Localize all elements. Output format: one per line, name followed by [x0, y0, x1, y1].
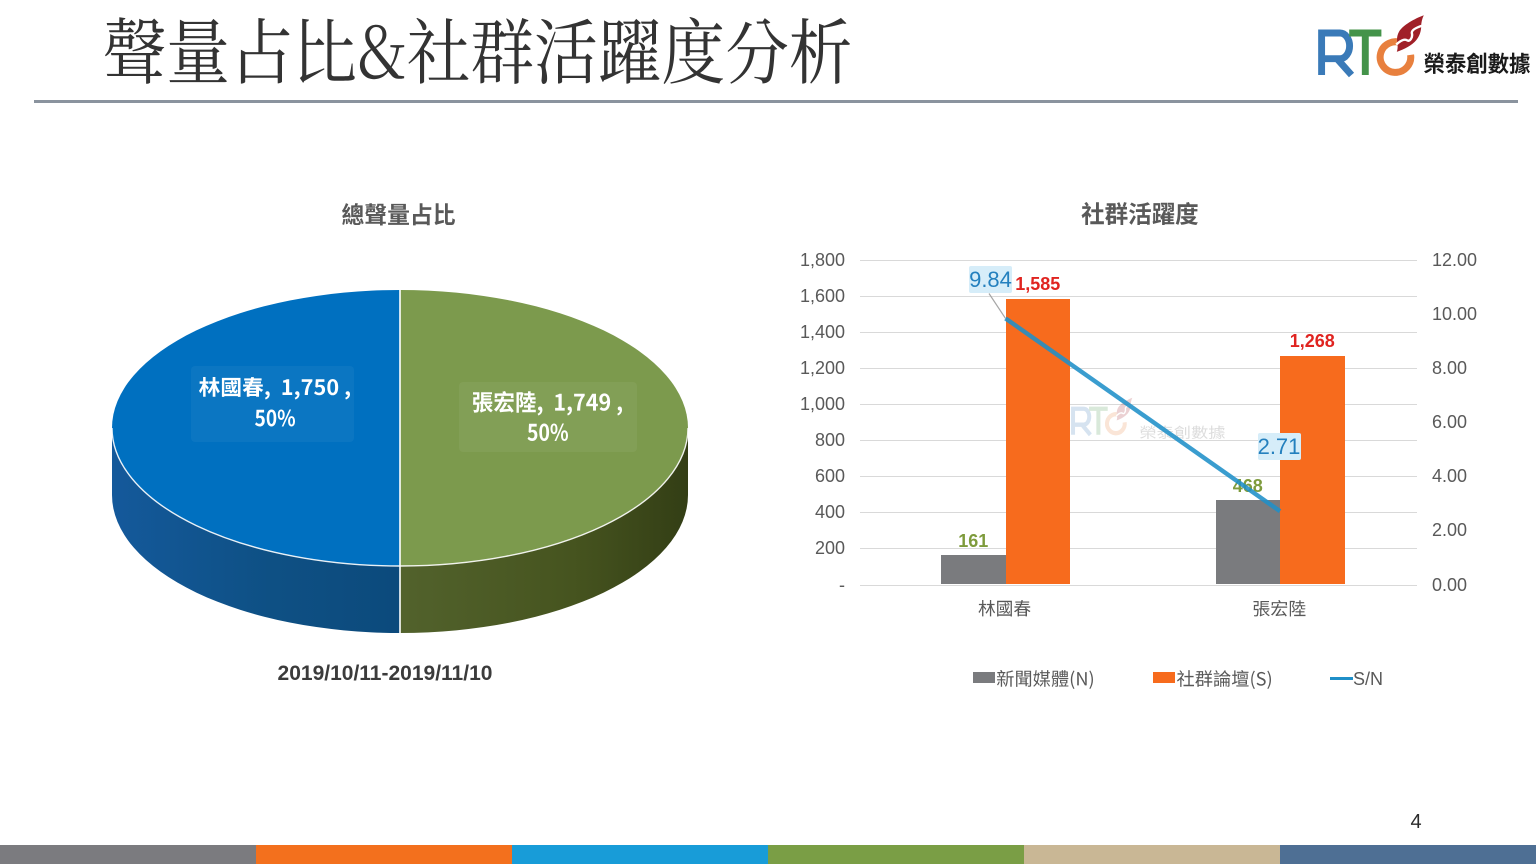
pie-slice-label-2-glyphs: [473, 391, 622, 441]
legend-swatch-news: [973, 672, 995, 683]
bar-news-1: [941, 555, 1006, 585]
pie-label-2-line-1: [473, 391, 622, 416]
watermark-letter-r: [1071, 406, 1092, 437]
right-tick: 4.00: [1432, 466, 1468, 487]
watermark-flame-slit: [1115, 403, 1132, 417]
logo-letter-t: [1349, 29, 1382, 75]
pie-label-1-backing: [191, 366, 354, 442]
right-tick: 6.00: [1432, 412, 1468, 433]
plot-area: [860, 260, 1417, 586]
slide-title-path: [105, 17, 850, 84]
gridline: [860, 548, 1417, 550]
left-tick: 200: [814, 538, 845, 559]
pie-period: 2019/10/11-2019/11/10: [277, 662, 493, 685]
left-tick: -: [839, 574, 845, 595]
right-tick: 10.00: [1432, 304, 1478, 325]
stripe-segment: [1280, 845, 1536, 864]
category-label-2-path: [1253, 600, 1306, 617]
left-tick: 1,400: [799, 322, 845, 343]
bar-value-label: 1,585: [1015, 274, 1061, 295]
legend-line-sn: [1330, 676, 1353, 680]
pie-3d: [111, 290, 689, 633]
stripe-segment: [512, 845, 768, 864]
slide-title-glyphs: [105, 17, 850, 84]
gridline: [860, 476, 1417, 478]
pie-side-left: [112, 428, 400, 633]
stripe-segment: [768, 845, 1024, 864]
sn-line: [1004, 316, 1282, 514]
left-tick: 1,000: [799, 394, 845, 415]
legend-label-social-path: [1177, 670, 1271, 689]
pie-title-path: [342, 203, 455, 226]
bar-value-label: 161: [958, 530, 989, 551]
gridline: [860, 440, 1417, 442]
bar-social-2: [1280, 355, 1345, 585]
gridline: [860, 296, 1417, 298]
right-tick: 12.00: [1432, 250, 1478, 270]
left-tick: 1,800: [799, 250, 845, 270]
gridline: [860, 368, 1417, 370]
legend-label-sn: S/N: [1353, 669, 1384, 689]
pie-slice-left: [112, 290, 400, 566]
bar-chart-title-glyphs: [1081, 202, 1198, 225]
pie-label-1-line-1: [199, 377, 350, 400]
logo-flame-slit: [1395, 24, 1423, 46]
left-tick: 1,600: [799, 286, 845, 307]
page-number: 4: [1410, 811, 1422, 833]
rtc-logo: [1318, 15, 1530, 78]
watermark-letter-c: [1105, 412, 1127, 436]
pie-title-glyphs: [342, 203, 455, 226]
left-tick: 400: [814, 502, 845, 523]
logo-company-path: [1424, 52, 1530, 74]
logo-flame-icon: [1396, 15, 1424, 52]
legend-label-glyphs: [997, 670, 1271, 689]
sn-label-1: 9.84: [969, 266, 1012, 293]
gridline: [860, 260, 1417, 261]
left-tick: 600: [814, 466, 845, 487]
gridline: [860, 512, 1417, 514]
pie-label-1-line-2: [255, 409, 295, 427]
pie-side-right: [400, 428, 688, 633]
pie-slice-right: [400, 290, 688, 566]
chart-title-path: [1081, 202, 1198, 225]
sn-label-2: 2.71: [1257, 432, 1301, 460]
category-label-1-path: [978, 600, 1031, 617]
gridline: [860, 332, 1417, 334]
bar-social-1: [1005, 298, 1070, 585]
pie-label-2-line-2: [527, 423, 568, 441]
bar-value-label: 1,268: [1289, 331, 1335, 352]
watermark-text-path: [1140, 425, 1225, 439]
legend-swatch-social: [1153, 672, 1175, 683]
sn-label-1-text: 9.84: [969, 267, 1012, 292]
right-tick: 0.00: [1432, 574, 1468, 595]
sn-label-2-text: 2.71: [1257, 433, 1301, 459]
category-label-glyphs: [978, 600, 1306, 617]
right-tick: 2.00: [1432, 520, 1468, 541]
pie-slice-label-1-glyphs: [199, 377, 350, 427]
legend-label-news-path: [997, 670, 1093, 689]
gridline: [860, 584, 1417, 586]
left-tick: 1,200: [799, 358, 845, 379]
footer-stripe: [0, 845, 1536, 864]
title-divider: [34, 100, 1518, 103]
label-leader-line: [988, 293, 1007, 319]
stripe-segment: [256, 845, 512, 864]
right-tick: 8.00: [1432, 358, 1468, 379]
bar-news-2: [1215, 500, 1280, 585]
left-tick: 800: [814, 430, 845, 451]
stripe-segment: [0, 845, 256, 864]
logo-letter-c: [1376, 38, 1415, 76]
gridline: [860, 404, 1417, 406]
line-series: [988, 293, 1282, 514]
stripe-segment: [1024, 845, 1280, 864]
logo-letter-r: [1318, 29, 1355, 78]
watermark-letter-t: [1089, 406, 1108, 435]
